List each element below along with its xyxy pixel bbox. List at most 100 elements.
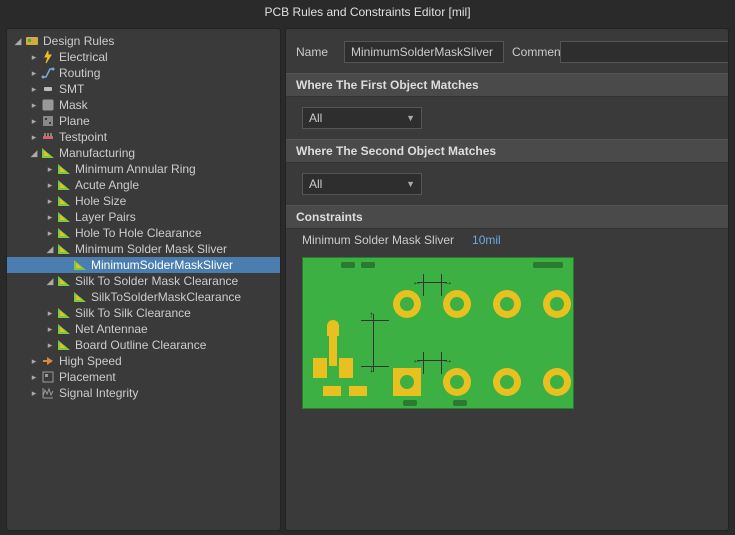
- rules-tree: ◢ Design Rules ▸ Electrical ▸ Routing ▸ …: [6, 28, 281, 531]
- manufacturing-icon: [57, 178, 71, 192]
- tree-rule-holesize[interactable]: ▸ Hole Size: [7, 193, 280, 209]
- tree-label: Mask: [59, 98, 88, 112]
- tree-cat-testpoint[interactable]: ▸ Testpoint: [7, 129, 280, 145]
- expander-right-icon[interactable]: ▸: [29, 100, 39, 110]
- comment-label: Comment: [512, 45, 552, 59]
- highspeed-icon: [41, 354, 55, 368]
- expander-right-icon[interactable]: ▸: [45, 324, 55, 334]
- expander-right-icon[interactable]: ▸: [29, 68, 39, 78]
- tree-rule-instance-sliver[interactable]: ▸ MinimumSolderMaskSliver: [7, 257, 280, 273]
- placement-icon: [41, 370, 55, 384]
- expander-down-icon[interactable]: ◢: [29, 148, 39, 158]
- expander-right-icon[interactable]: ▸: [45, 212, 55, 222]
- tree-rule-silkmask[interactable]: ◢ Silk To Solder Mask Clearance: [7, 273, 280, 289]
- tree-rule-instance-silkmask[interactable]: ▸ SilkToSolderMaskClearance: [7, 289, 280, 305]
- rule-header-row: Name Comment: [286, 37, 728, 73]
- tree-rule-annular[interactable]: ▸ Minimum Annular Ring: [7, 161, 280, 177]
- tree-cat-manufacturing[interactable]: ◢ Manufacturing: [7, 145, 280, 161]
- tree-root[interactable]: ◢ Design Rules: [7, 33, 280, 49]
- tree-rule-silksilk[interactable]: ▸ Silk To Silk Clearance: [7, 305, 280, 321]
- tree-label: Silk To Solder Mask Clearance: [75, 274, 238, 288]
- tree-cat-plane[interactable]: ▸ Plane: [7, 113, 280, 129]
- tree-cat-mask[interactable]: ▸ Mask: [7, 97, 280, 113]
- tree-cat-electrical[interactable]: ▸ Electrical: [7, 49, 280, 65]
- expander-right-icon[interactable]: ▸: [29, 132, 39, 142]
- tree-label: Silk To Silk Clearance: [75, 306, 191, 320]
- tree-label: Plane: [59, 114, 90, 128]
- expander-right-icon[interactable]: ▸: [45, 308, 55, 318]
- tree-rule-antennae[interactable]: ▸ Net Antennae: [7, 321, 280, 337]
- chevron-down-icon: ▼: [406, 113, 415, 123]
- tree-cat-smt[interactable]: ▸ SMT: [7, 81, 280, 97]
- tree-cat-highspeed[interactable]: ▸ High Speed: [7, 353, 280, 369]
- manufacturing-icon: [57, 162, 71, 176]
- expander-right-icon[interactable]: ▸: [45, 180, 55, 190]
- main-container: ◢ Design Rules ▸ Electrical ▸ Routing ▸ …: [0, 24, 735, 535]
- expander-right-icon[interactable]: ▸: [29, 84, 39, 94]
- manufacturing-icon: [41, 146, 55, 160]
- tree-rule-holeclearance[interactable]: ▸ Hole To Hole Clearance: [7, 225, 280, 241]
- tree-cat-routing[interactable]: ▸ Routing: [7, 65, 280, 81]
- tree-rule-layerpairs[interactable]: ▸ Layer Pairs: [7, 209, 280, 225]
- tree-label: Testpoint: [59, 130, 107, 144]
- rule-name-input[interactable]: [344, 41, 504, 63]
- manufacturing-icon: [57, 306, 71, 320]
- manufacturing-icon: [73, 258, 87, 272]
- dropdown-value: All: [309, 111, 322, 125]
- tree-label: SMT: [59, 82, 84, 96]
- mask-icon: [41, 98, 55, 112]
- window-titlebar: PCB Rules and Constraints Editor [mil]: [0, 0, 735, 24]
- expander-right-icon[interactable]: ▸: [29, 52, 39, 62]
- tree-rule-sliver[interactable]: ◢ Minimum Solder Mask Sliver: [7, 241, 280, 257]
- expander-right-icon[interactable]: ▸: [29, 388, 39, 398]
- expander-right-icon[interactable]: ▸: [45, 340, 55, 350]
- section-first-body: All ▼: [286, 97, 728, 139]
- expander-down-icon[interactable]: ◢: [45, 276, 55, 286]
- tree-label: Acute Angle: [75, 178, 139, 192]
- tree-label: MinimumSolderMaskSliver: [91, 258, 233, 272]
- name-label: Name: [296, 45, 336, 59]
- expander-down-icon[interactable]: ◢: [45, 244, 55, 254]
- tree-rule-acute[interactable]: ▸ Acute Angle: [7, 177, 280, 193]
- tree-label: Minimum Solder Mask Sliver: [75, 242, 227, 256]
- chevron-down-icon: ▼: [406, 179, 415, 189]
- tree-label: Manufacturing: [59, 146, 135, 160]
- constraint-value[interactable]: 10mil: [472, 233, 501, 247]
- tree-label: Layer Pairs: [75, 210, 136, 224]
- scope-first-dropdown[interactable]: All ▼: [302, 107, 422, 129]
- expander-right-icon[interactable]: ▸: [45, 228, 55, 238]
- section-second-match: Where The Second Object Matches: [286, 139, 728, 163]
- manufacturing-icon: [57, 274, 71, 288]
- expander-down-icon[interactable]: ◢: [13, 36, 23, 46]
- tree-rule-outline[interactable]: ▸ Board Outline Clearance: [7, 337, 280, 353]
- expander-right-icon[interactable]: ▸: [29, 356, 39, 366]
- rule-editor-panel: Name Comment Where The First Object Matc…: [285, 28, 729, 531]
- manufacturing-icon: [73, 290, 87, 304]
- expander-right-icon[interactable]: ▸: [29, 372, 39, 382]
- manufacturing-icon: [57, 210, 71, 224]
- manufacturing-icon: [57, 226, 71, 240]
- section-first-match: Where The First Object Matches: [286, 73, 728, 97]
- scope-second-dropdown[interactable]: All ▼: [302, 173, 422, 195]
- tree-cat-si[interactable]: ▸ Signal Integrity: [7, 385, 280, 401]
- rule-comment-input[interactable]: [560, 41, 729, 63]
- tree-label: Board Outline Clearance: [75, 338, 206, 352]
- expander-right-icon[interactable]: ▸: [45, 196, 55, 206]
- tree-label: Hole Size: [75, 194, 126, 208]
- constraint-row: Minimum Solder Mask Sliver 10mil: [286, 229, 728, 257]
- section-second-body: All ▼: [286, 163, 728, 205]
- constraint-label: Minimum Solder Mask Sliver: [302, 233, 454, 247]
- tree-label: Hole To Hole Clearance: [75, 226, 202, 240]
- tree-cat-placement[interactable]: ▸ Placement: [7, 369, 280, 385]
- folder-icon: [25, 34, 39, 48]
- manufacturing-icon: [57, 194, 71, 208]
- expander-right-icon[interactable]: ▸: [29, 116, 39, 126]
- dropdown-value: All: [309, 177, 322, 191]
- pcb-preview-graphic: ← → ← → ↑ ↓: [302, 257, 574, 409]
- routing-icon: [41, 66, 55, 80]
- section-constraints: Constraints: [286, 205, 728, 229]
- tree-label: Net Antennae: [75, 322, 148, 336]
- tree-label: Design Rules: [43, 34, 114, 48]
- expander-right-icon[interactable]: ▸: [45, 164, 55, 174]
- signal-integrity-icon: [41, 386, 55, 400]
